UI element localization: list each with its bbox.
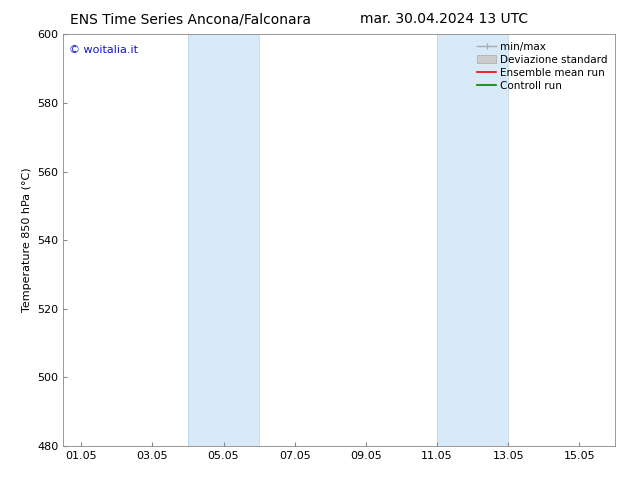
Legend: min/max, Deviazione standard, Ensemble mean run, Controll run: min/max, Deviazione standard, Ensemble m… [473, 37, 612, 95]
Y-axis label: Temperature 850 hPa (°C): Temperature 850 hPa (°C) [22, 168, 32, 313]
Text: mar. 30.04.2024 13 UTC: mar. 30.04.2024 13 UTC [359, 12, 528, 26]
Text: ENS Time Series Ancona/Falconara: ENS Time Series Ancona/Falconara [70, 12, 311, 26]
Text: © woitalia.it: © woitalia.it [69, 45, 138, 54]
Bar [437, 34, 508, 446]
Bar [188, 34, 259, 446]
